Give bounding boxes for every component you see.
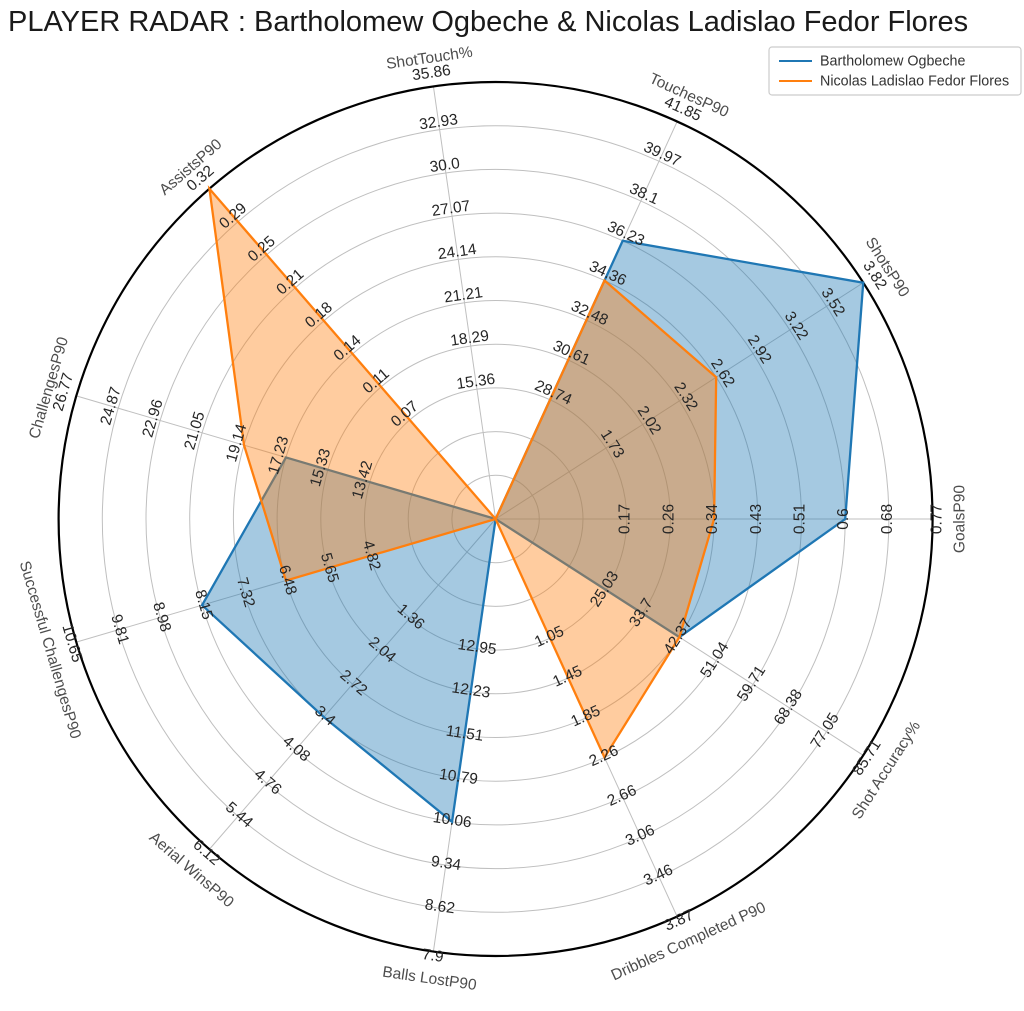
svg-text:7.9: 7.9: [421, 946, 445, 966]
svg-text:0.6: 0.6: [835, 508, 852, 530]
svg-text:GoalsP90: GoalsP90: [952, 485, 969, 553]
svg-text:Bartholomew Ogbeche: Bartholomew Ogbeche: [820, 54, 965, 70]
svg-text:0.51: 0.51: [792, 504, 809, 534]
svg-text:Nicolas Ladislao Fedor Flores: Nicolas Ladislao Fedor Flores: [820, 74, 1009, 90]
svg-text:0.77: 0.77: [929, 504, 946, 534]
svg-text:0.68: 0.68: [879, 504, 896, 534]
svg-text:0.43: 0.43: [748, 504, 765, 534]
svg-text:0.17: 0.17: [617, 504, 634, 534]
svg-text:0.26: 0.26: [660, 504, 677, 534]
svg-text:0.34: 0.34: [704, 504, 721, 535]
